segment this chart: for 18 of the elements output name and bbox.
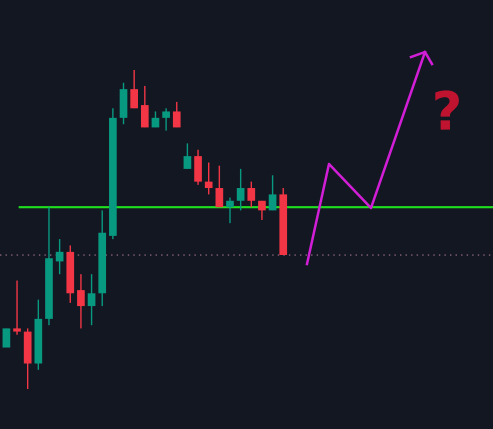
candlestick — [13, 280, 21, 336]
candlestick — [268, 174, 276, 212]
candlestick — [204, 162, 213, 196]
candlestick — [152, 110, 160, 128]
candlestick — [247, 180, 256, 208]
candlestick — [184, 142, 192, 170]
candlestick — [162, 108, 170, 132]
candlestick — [56, 238, 64, 275]
text: ? — [435, 90, 459, 130]
candlestick — [88, 273, 96, 326]
candlestick — [77, 273, 85, 330]
candlestick — [172, 101, 181, 128]
candlestick — [140, 85, 149, 128]
candlestick — [226, 196, 234, 224]
candlestick — [236, 168, 244, 212]
candlestick — [130, 69, 138, 109]
candlestick — [258, 200, 266, 221]
candlestick — [216, 165, 224, 208]
